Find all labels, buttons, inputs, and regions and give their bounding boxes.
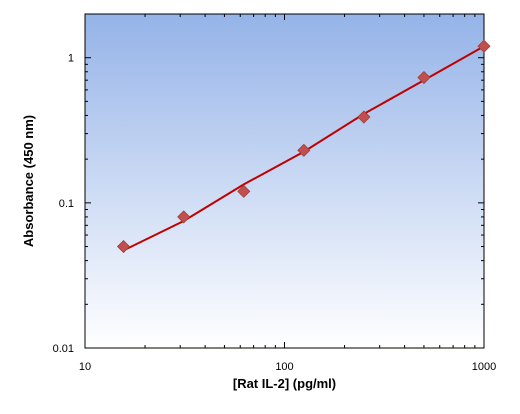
data-point [417,70,431,85]
data-point [297,143,311,157]
y-axis-title: Absorbance (450 nm) [21,115,36,247]
axis-ticks [84,13,485,349]
y-tick-label: 1 [68,53,74,65]
tick-labels: 10 100 1000 0.01 0.1 1 [53,53,497,373]
data-point [116,239,131,254]
y-tick-label: 0.01 [53,343,74,355]
plot-area [84,13,485,349]
x-tick-label: 1000 [472,361,496,373]
data-points [116,39,491,254]
data-point [177,210,191,224]
y-tick-label: 0.1 [59,198,74,210]
x-tick-label: 10 [79,361,91,373]
data-point [477,39,491,53]
data-point [357,110,371,124]
data-point [237,184,251,198]
x-tick-label: 100 [275,361,293,373]
x-axis-title: [Rat IL-2] (pg/ml) [233,376,336,391]
